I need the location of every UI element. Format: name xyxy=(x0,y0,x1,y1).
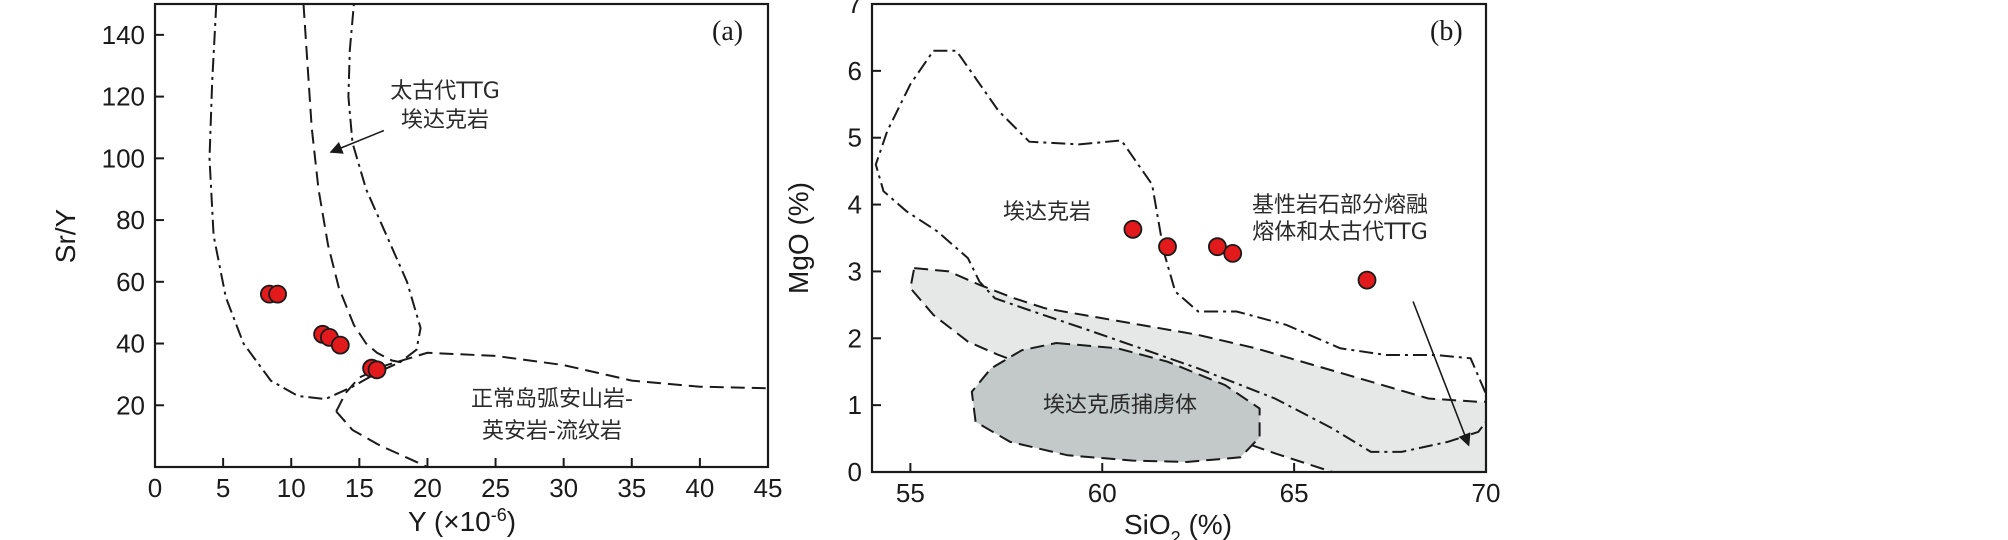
panel-b-frame xyxy=(870,2,1488,474)
panel-a-data-point xyxy=(330,335,350,355)
panel-b-y-tick-label: 5 xyxy=(848,123,862,153)
panel-a-data-point xyxy=(268,284,288,304)
panel-a-arc-label-1: 正常岛弧安山岩- xyxy=(471,387,633,412)
panel-a-region-normal-arc-lower xyxy=(335,410,428,467)
panel-b-x-tick-label: 70 xyxy=(1472,478,1501,508)
panel-b-region-xenolith-field xyxy=(970,341,1261,464)
panel-b-data-point xyxy=(1223,243,1243,263)
panel-a-x-tick-label: 20 xyxy=(413,473,442,503)
panel-b-data-point xyxy=(1357,270,1377,290)
panel-b-arrow xyxy=(1412,301,1471,447)
panel-b-y-tick-label: 0 xyxy=(848,457,862,487)
panel-b-x-axis-title-subscript: 2 xyxy=(1171,528,1181,540)
panel-b-x-axis-title-suffix: (%) xyxy=(1181,509,1232,540)
panel-b-x-tick-label: 55 xyxy=(896,478,925,508)
panel-b-data-point xyxy=(1158,237,1177,257)
panel-a-x-axis-title: Y (×10-6) xyxy=(408,505,516,537)
panel-a-x-tick-label: 5 xyxy=(216,473,230,503)
panel-a-x-tick-label: 35 xyxy=(617,473,646,503)
panel-a-y-tick-label: 140 xyxy=(102,20,145,50)
panel-b-adakite-label: 埃达克岩 xyxy=(1003,200,1091,225)
panel-a-y-axis-title: Sr/Y xyxy=(50,208,81,263)
panel-a-points xyxy=(259,129,387,380)
panel-b-y-tick-label: 7 xyxy=(848,0,862,19)
panel-a-y-tick-label: 120 xyxy=(102,82,145,112)
panel-a-x-axis-title-suffix: ) xyxy=(507,506,516,537)
panel-a-y-tick-label: 100 xyxy=(102,143,145,173)
panel-a-arc-label-2: 英安岩-流纹岩 xyxy=(482,419,622,444)
panel-b-y-tick-label: 4 xyxy=(848,190,862,220)
panel-a-data-point xyxy=(367,360,387,380)
panel-b: 55 60 65 70 0 1 2 3 4 5 6 7 (b) 埃达克岩 基性岩石部分熔融 熔体和太古… xyxy=(783,0,1501,540)
panel-b-xenolith-label: 埃达克质捕虏体 xyxy=(1043,393,1197,418)
panel-a-x-tick-label: 15 xyxy=(345,473,374,503)
panel-a-region-hook xyxy=(302,4,401,364)
panel-a-x-axis-title-prefix: Y ( xyxy=(408,506,444,537)
panel-b-data-point xyxy=(1208,237,1227,257)
panel-b-x-tick-label: 60 xyxy=(1088,478,1117,508)
panel-a-x-tick-label: 0 xyxy=(148,473,162,503)
panel-b-x-axis-title: SiO2 (%) xyxy=(1124,509,1232,540)
panel-a-x-tick-label: 30 xyxy=(549,473,578,503)
panel-b-y-tick-label: 1 xyxy=(848,390,862,420)
panel-b-points xyxy=(1123,219,1471,447)
panel-b-data-point xyxy=(1123,219,1143,239)
panel-b-label: (b) xyxy=(1430,16,1463,47)
panel-b-melt-label-2: 熔体和太古代TTG xyxy=(1252,220,1428,245)
panel-a-y-tick-label: 40 xyxy=(116,329,145,359)
panel-a-y-tick-label: 20 xyxy=(116,390,145,420)
panel-b-y-tick-label: 6 xyxy=(848,56,862,86)
panel-a-x-tick-label: 25 xyxy=(481,473,510,503)
panel-b-regions xyxy=(874,49,1486,472)
panel-b-x-axis-title-prefix: SiO xyxy=(1124,509,1171,540)
panel-a-x-tick-label: 40 xyxy=(685,473,714,503)
panel-a-x-tick-label: 10 xyxy=(277,473,306,503)
panel-a-region-adakite xyxy=(208,4,422,401)
panel-b-y-tick-label: 2 xyxy=(848,323,862,353)
panel-a-label: (a) xyxy=(712,16,743,47)
panel-b-region-adakite-field xyxy=(874,49,1486,453)
panel-b-melt-label-1: 基性岩石部分熔融 xyxy=(1252,193,1428,218)
panel-a-x-axis-title-unit: ×10 xyxy=(443,506,491,537)
panel-a-adakite-label-1: 太古代TTG xyxy=(390,79,500,104)
panel-a-x-tick-label: 45 xyxy=(754,473,783,503)
panel-a-region-normal-arc xyxy=(335,351,768,412)
panel-a-y-tick-label: 80 xyxy=(116,205,145,235)
panel-a-ticks: 0 5 10 15 20 25 30 35 40 45 20 40 60 80 100 120 140 xyxy=(102,20,783,503)
panel-a-frame xyxy=(153,2,770,469)
panel-a-x-axis-title-exponent: -6 xyxy=(491,505,507,525)
panel-b-x-tick-label: 65 xyxy=(1280,478,1309,508)
panel-a-y-tick-label: 60 xyxy=(116,267,145,297)
panel-a-arrow xyxy=(329,129,385,154)
panel-a-adakite-label-2: 埃达克岩 xyxy=(401,108,489,133)
panel-b-ticks: 55 60 65 70 0 1 2 3 4 5 6 7 xyxy=(848,0,1501,508)
panel-b-y-tick-label: 3 xyxy=(848,256,862,286)
panel-b-y-axis-title: MgO (%) xyxy=(783,182,814,294)
panel-a-regions xyxy=(208,4,768,467)
